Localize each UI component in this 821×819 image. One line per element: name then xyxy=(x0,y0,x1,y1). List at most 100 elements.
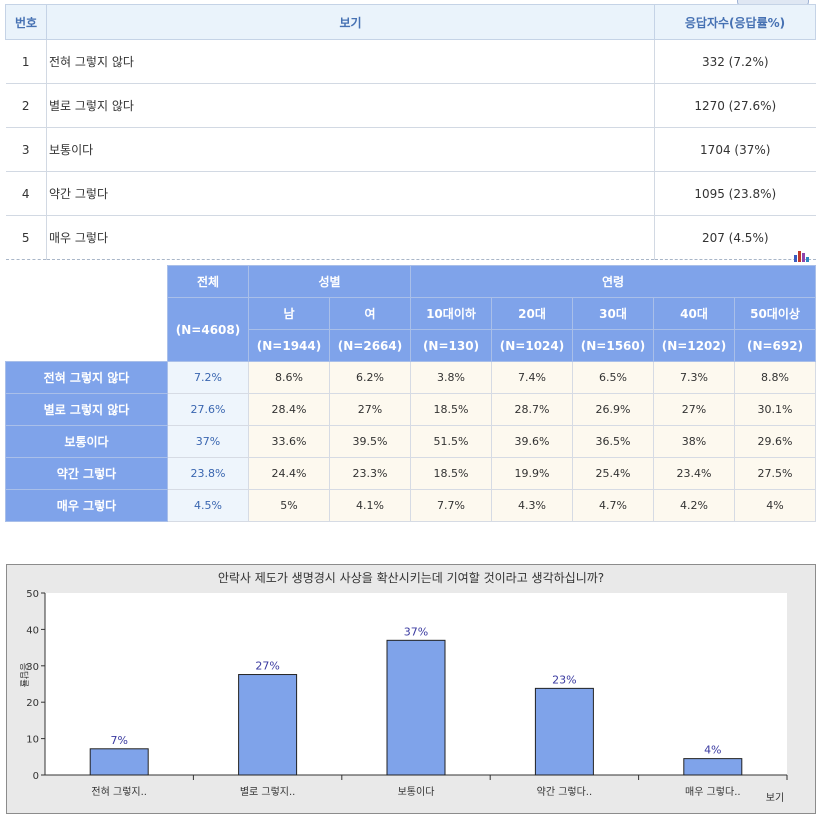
value-cell: 38% xyxy=(653,425,735,458)
bar-chart: 안락사 제도가 생명경시 사상을 확산시키는데 기여할 것이라고 생각하십니까?… xyxy=(18,571,788,804)
value-cell: 23.4% xyxy=(653,457,735,490)
col-n: (N=2664) xyxy=(329,329,411,362)
chart-toggle-icon[interactable] xyxy=(793,249,809,262)
value-cell: 51.5% xyxy=(410,425,492,458)
total-cell: 7.2% xyxy=(167,361,249,394)
col-name: 여 xyxy=(329,297,411,330)
row-label: 별로 그렇지 않다 xyxy=(46,83,655,128)
value-cell: 8.8% xyxy=(733,361,817,394)
value-cell: 25.4% xyxy=(572,457,654,490)
col-n: (N=1944) xyxy=(248,329,330,362)
value-cell: 39.6% xyxy=(491,425,573,458)
col-n: (N=130) xyxy=(410,329,492,362)
bar-data-label: 7% xyxy=(110,734,127,747)
value-cell: 27% xyxy=(653,393,735,426)
crosstab-table: 전체 성별 연령 (N=4608) 남 여 10대이하 20대 30대 40대 … xyxy=(5,265,817,522)
x-tick-label: 별로 그렇지.. xyxy=(240,785,296,798)
value-cell: 27.5% xyxy=(733,457,817,490)
row-number: 1 xyxy=(5,39,47,84)
value-cell: 5% xyxy=(248,489,330,522)
value-cell: 4.2% xyxy=(653,489,735,522)
row-number: 5 xyxy=(5,215,47,260)
bar xyxy=(534,687,594,776)
bar xyxy=(683,758,743,776)
y-axis-label: 응답률 xyxy=(18,663,30,688)
value-cell: 4% xyxy=(733,489,817,522)
row-header: 전혀 그렇지 않다 xyxy=(5,361,168,394)
value-cell: 19.9% xyxy=(491,457,573,490)
bar-data-label: 4% xyxy=(704,744,721,757)
row-count: 332 (7.2%) xyxy=(654,39,816,84)
row-number: 2 xyxy=(5,83,47,128)
value-cell: 7.4% xyxy=(491,361,573,394)
col-name: 40대 xyxy=(653,297,735,330)
value-cell: 36.5% xyxy=(572,425,654,458)
corner-cell xyxy=(5,265,168,362)
crosstab-row: 매우 그렇다 4.5% 5% 4.1% 7.7% 4.3% 4.7% 4.2% … xyxy=(5,489,817,522)
value-cell: 29.6% xyxy=(733,425,817,458)
bar xyxy=(386,639,446,776)
row-count: 1704 (37%) xyxy=(654,127,816,172)
y-tick-label: 30 xyxy=(26,662,39,673)
x-tick-label: 약간 그렇다.. xyxy=(537,785,593,798)
value-cell: 39.5% xyxy=(329,425,411,458)
crosstab-row: 보통이다 37% 33.6% 39.5% 51.5% 39.6% 36.5% 3… xyxy=(5,425,817,458)
value-cell: 4.7% xyxy=(572,489,654,522)
header-option: 보기 xyxy=(46,4,655,40)
bar-chart-panel: 안락사 제도가 생명경시 사상을 확산시키는데 기여할 것이라고 생각하십니까?… xyxy=(6,564,816,814)
value-cell: 18.5% xyxy=(410,393,492,426)
value-cell: 6.2% xyxy=(329,361,411,394)
row-count: 1095 (23.8%) xyxy=(654,171,816,216)
bar-data-label: 37% xyxy=(404,625,428,638)
row-number: 3 xyxy=(5,127,47,172)
crosstab-row: 별로 그렇지 않다 27.6% 28.4% 27% 18.5% 28.7% 26… xyxy=(5,393,817,426)
col-name: 50대이상 xyxy=(733,297,817,330)
total-cell: 37% xyxy=(167,425,249,458)
row-label: 보통이다 xyxy=(46,127,655,172)
header-count: 응답자수(응답률%) xyxy=(654,4,816,40)
value-cell: 4.3% xyxy=(491,489,573,522)
crosstab-row: 전혀 그렇지 않다 7.2% 8.6% 6.2% 3.8% 7.4% 6.5% … xyxy=(5,361,817,394)
row-label: 약간 그렇다 xyxy=(46,171,655,216)
col-name: 남 xyxy=(248,297,330,330)
bar xyxy=(89,748,149,776)
response-table: 번호 보기 응답자수(응답률%) 1 전혀 그렇지 않다 332 (7.2%) … xyxy=(5,4,816,260)
y-tick-label: 0 xyxy=(33,771,39,782)
row-count: 1270 (27.6%) xyxy=(654,83,816,128)
bar-data-label: 23% xyxy=(552,673,576,686)
row-header: 약간 그렇다 xyxy=(5,457,168,490)
col-n: (N=692) xyxy=(733,329,817,362)
chart-title: 안락사 제도가 생명경시 사상을 확산시키는데 기여할 것이라고 생각하십니까? xyxy=(218,571,604,585)
col-n: (N=1560) xyxy=(572,329,654,362)
total-n: (N=4608) xyxy=(167,297,249,362)
col-name: 20대 xyxy=(491,297,573,330)
x-tick-label: 보통이다 xyxy=(398,786,435,798)
bar xyxy=(238,674,298,776)
row-label: 전혀 그렇지 않다 xyxy=(46,39,655,84)
value-cell: 30.1% xyxy=(733,393,817,426)
bar-series: 7% 27% 37% 23% 4% xyxy=(89,625,743,776)
total-cell: 27.6% xyxy=(167,393,249,426)
value-cell: 26.9% xyxy=(572,393,654,426)
gender-header: 성별 xyxy=(248,265,411,298)
y-axis: 0 10 20 30 40 50 xyxy=(26,589,46,782)
value-cell: 7.7% xyxy=(410,489,492,522)
value-cell: 33.6% xyxy=(248,425,330,458)
row-number: 4 xyxy=(5,171,47,216)
value-cell: 18.5% xyxy=(410,457,492,490)
y-tick-label: 50 xyxy=(26,589,39,600)
table-row: 1 전혀 그렇지 않다 332 (7.2%) xyxy=(5,39,816,84)
row-header: 별로 그렇지 않다 xyxy=(5,393,168,426)
row-label: 매우 그렇다 xyxy=(46,215,655,260)
table-row: 4 약간 그렇다 1095 (23.8%) xyxy=(5,171,816,216)
response-table-header: 번호 보기 응답자수(응답률%) xyxy=(5,4,816,40)
col-n: (N=1202) xyxy=(653,329,735,362)
value-cell: 4.1% xyxy=(329,489,411,522)
value-cell: 3.8% xyxy=(410,361,492,394)
x-axis: 전혀 그렇지.. 별로 그렇지.. 보통이다 약간 그렇다.. 매우 그렇다.. xyxy=(45,774,788,798)
x-tick-label: 매우 그렇다.. xyxy=(685,785,741,798)
table-row: 5 매우 그렇다 207 (4.5%) xyxy=(5,215,816,260)
value-cell: 8.6% xyxy=(248,361,330,394)
table-row: 2 별로 그렇지 않다 1270 (27.6%) xyxy=(5,83,816,128)
y-tick-label: 20 xyxy=(26,698,39,709)
